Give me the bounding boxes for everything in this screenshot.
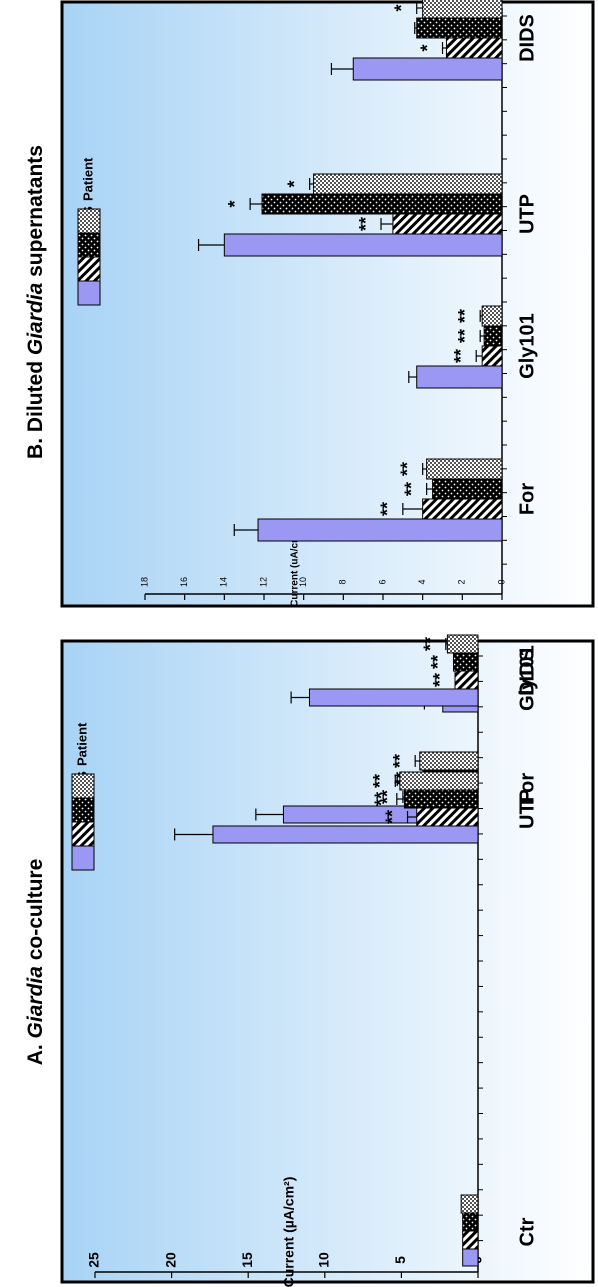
significance-marker: * [417,44,437,51]
bar [454,670,479,690]
y-axis-label: Current (uA/cm2) [290,525,301,607]
significance-marker: ** [397,462,417,476]
category-label: UTP [516,194,538,234]
title-prefix: B. Diluted [24,355,47,459]
legend-swatch-patient [71,773,95,799]
y-tick-label: 2 [457,579,467,584]
y-axis-label: Current (µA/cm²) [281,1177,297,1287]
legend-swatch-wb [77,256,101,282]
significance-marker: ** [378,502,398,516]
y-tick-label: 6 [377,579,387,584]
legend-swatch-wb [71,821,95,847]
significance-marker: ** [382,810,402,824]
legend-swatch-patient [77,208,101,234]
category-label: For [516,483,538,515]
significance-marker: ** [455,329,475,343]
y-tick-label: 5 [392,1256,408,1264]
y-tick-label: 4 [417,579,427,584]
bar [460,1194,479,1214]
legend-swatch-gs [71,797,95,823]
significance-marker: ** [428,655,448,669]
category-label: UTP [516,789,538,829]
plot-background [62,2,593,606]
significance-marker: ** [372,792,392,806]
significance-marker: * [225,200,245,207]
title-italic: Giardia [24,282,47,355]
category-label: DIDS [516,648,538,696]
y-tick-label: 25 [86,1252,102,1268]
bar [416,365,503,389]
bar [483,325,503,347]
significance-marker: ** [430,673,450,687]
legend-swatch-control [77,280,101,306]
significance-marker: ** [390,754,410,768]
bar [462,1248,479,1267]
bar [452,652,479,672]
bar [352,57,503,81]
significance-marker: ** [356,217,376,231]
bar [462,1230,479,1250]
title-italic: Giardia [24,966,47,1039]
title-suffix: co-culture [24,859,47,966]
y-tick-label: 20 [162,1252,178,1268]
legend-swatch-control [71,845,95,871]
panel-frame [60,639,595,1284]
significance-marker: * [391,4,411,11]
category-label: DIDS [516,14,538,62]
bar [308,688,479,707]
category-label: For [516,773,538,805]
significance-marker: ** [378,790,398,804]
bar [392,213,503,235]
bar [212,825,479,844]
significance-marker: * [284,180,304,187]
bar [416,807,479,827]
y-tick-label: 8 [338,579,348,584]
title-suffix: supernatants [24,145,47,283]
plot-background [62,641,593,1282]
bar [419,751,479,771]
y-tick-label: 10 [316,1252,332,1268]
bar [446,634,479,654]
title-prefix: A. [24,1038,47,1065]
bar [481,305,503,327]
bar [399,771,479,791]
y-tick-label: 10 [298,577,308,587]
y-tick-label: 12 [258,577,268,587]
bar [462,1212,479,1232]
bar [403,789,479,809]
legend-swatch-gs [77,232,101,258]
significance-marker: ** [370,774,390,788]
bar [223,233,503,257]
category-label: Gly101 [516,645,538,711]
chart-title: B. Diluted Giardia supernatants [24,145,47,459]
chart-panel-b: B. Diluted Giardia supernatants 0 2 4 6 8 10 12… [24,0,595,608]
y-tick-label: 16 [179,577,189,587]
bar [313,173,503,195]
bar [432,478,503,500]
legend-label: Patient [80,157,95,201]
bar [422,498,503,520]
legend-label: Patient [74,722,89,766]
y-tick-label: 15 [239,1252,255,1268]
significance-marker: ** [421,637,441,651]
category-label: Gly101 [516,313,538,379]
bar [416,17,503,39]
bar [261,193,503,215]
chart-title: A. Giardia co-culture [24,859,47,1066]
y-tick-label: 0 [496,579,506,584]
significance-marker: ** [451,349,471,363]
y-tick-label: 18 [139,577,149,587]
y-tick-label: 14 [219,577,229,587]
bar [426,458,503,480]
bar [481,345,503,367]
category-label: Ctr [516,1217,538,1246]
panel-frame [60,0,595,608]
chart-panel-a: A. Giardia co-culture0510152025Current (… [24,634,595,1287]
significance-marker: ** [401,482,421,496]
bar [257,518,503,542]
bar [445,37,503,59]
significance-marker: ** [455,309,475,323]
bar [422,0,503,19]
